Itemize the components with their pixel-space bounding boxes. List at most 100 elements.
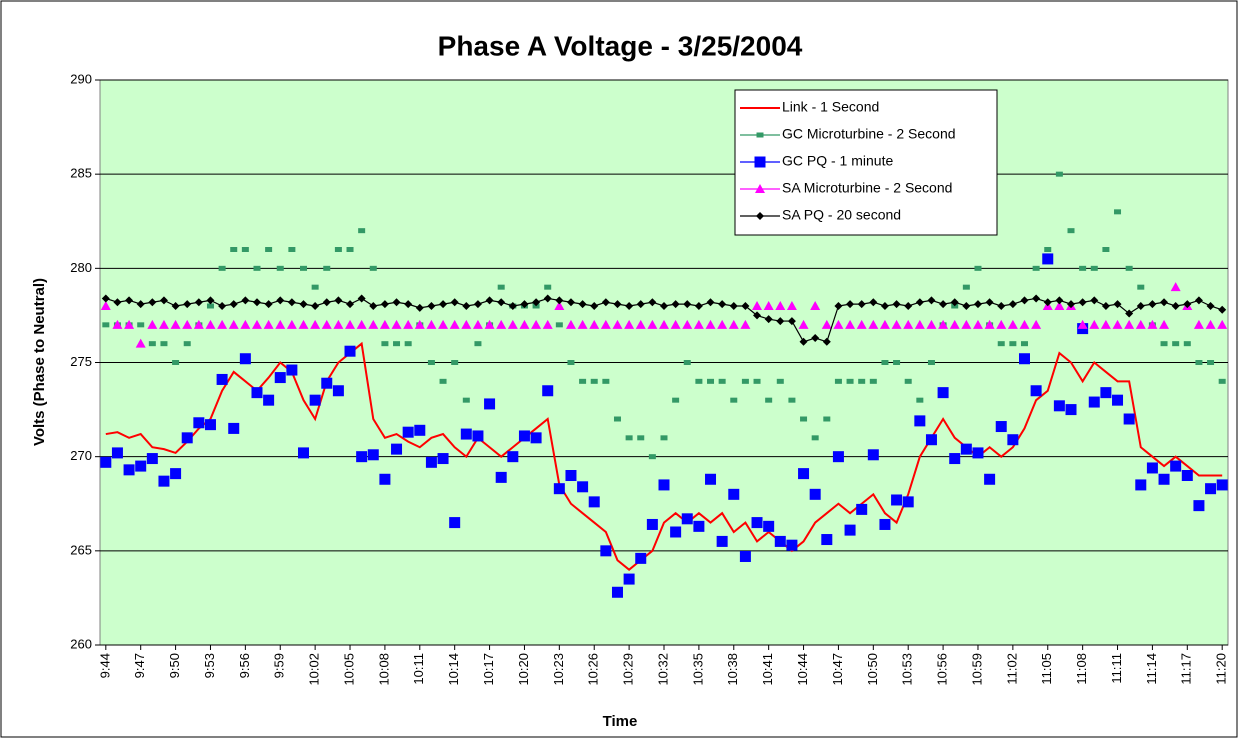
marker: [1136, 302, 1145, 310]
marker: [1089, 319, 1100, 329]
marker: [612, 319, 623, 329]
marker: [102, 322, 110, 328]
marker: [520, 300, 529, 309]
marker: [1194, 296, 1203, 305]
marker: [707, 378, 715, 384]
marker: [891, 319, 902, 329]
marker: [681, 513, 693, 525]
marker: [856, 503, 868, 515]
marker: [531, 319, 542, 329]
marker: [984, 319, 995, 329]
x-tick-label: 10:26: [586, 653, 601, 686]
marker: [670, 526, 682, 538]
marker: [1102, 247, 1110, 252]
x-tick-label: 11:20: [1214, 653, 1229, 685]
marker: [776, 378, 784, 384]
marker: [577, 481, 589, 493]
marker: [1148, 300, 1157, 309]
marker: [532, 298, 541, 307]
marker: [869, 378, 877, 384]
legend-label: Link - 1 Second: [782, 99, 879, 115]
marker: [740, 319, 751, 329]
marker: [753, 378, 761, 384]
marker: [101, 294, 110, 303]
x-tick-label: 10:41: [760, 653, 775, 686]
marker: [518, 430, 530, 442]
marker: [1042, 253, 1054, 265]
x-tick-label: 9:56: [237, 653, 252, 678]
marker: [310, 319, 321, 329]
marker: [590, 302, 599, 310]
marker: [765, 397, 773, 403]
marker: [111, 447, 123, 459]
marker: [984, 473, 996, 485]
marker: [519, 319, 530, 329]
marker: [996, 319, 1007, 329]
legend-label: SA PQ - 20 second: [782, 207, 901, 223]
marker: [309, 394, 321, 406]
marker: [636, 300, 645, 309]
marker: [543, 294, 552, 303]
marker: [555, 322, 563, 328]
marker: [716, 535, 728, 547]
marker: [774, 535, 786, 547]
marker: [555, 296, 564, 305]
marker: [776, 317, 785, 326]
marker: [508, 302, 517, 310]
marker: [460, 428, 472, 440]
marker: [495, 471, 507, 483]
y-tick-label: 260: [70, 636, 92, 651]
chart-title: Phase A Voltage - 3/25/2004: [438, 30, 803, 61]
marker: [1183, 300, 1192, 309]
marker: [183, 341, 191, 347]
marker: [346, 300, 355, 309]
x-tick-label: 9:53: [202, 653, 217, 678]
marker: [1077, 319, 1088, 329]
marker: [449, 517, 461, 529]
marker: [995, 421, 1007, 433]
marker: [1078, 298, 1087, 307]
marker: [705, 473, 717, 485]
marker: [893, 360, 901, 365]
x-tick-label: 10:29: [621, 653, 636, 686]
marker: [300, 265, 308, 271]
marker: [904, 302, 913, 310]
marker: [404, 341, 412, 347]
x-tick-label: 10:47: [830, 653, 845, 686]
marker: [856, 319, 867, 329]
marker: [972, 447, 984, 459]
y-tick-label: 285: [70, 166, 92, 181]
marker: [565, 470, 577, 481]
marker: [345, 319, 356, 329]
marker: [624, 319, 635, 329]
marker: [438, 319, 449, 329]
marker: [635, 552, 647, 564]
marker: [1031, 319, 1042, 329]
marker: [206, 303, 214, 309]
marker: [542, 319, 553, 329]
marker: [1101, 302, 1110, 310]
marker: [229, 300, 238, 309]
marker: [414, 424, 426, 436]
x-tick-label: 10:32: [655, 653, 670, 686]
marker: [206, 296, 215, 305]
marker: [1112, 394, 1124, 406]
marker: [1018, 353, 1030, 365]
marker: [263, 319, 274, 329]
marker: [613, 300, 622, 309]
marker: [1158, 473, 1170, 485]
marker: [358, 228, 366, 234]
marker: [485, 296, 494, 305]
marker: [846, 300, 855, 309]
legend-label: SA Microturbine - 2 Second: [782, 180, 952, 196]
marker: [625, 435, 633, 441]
marker: [938, 319, 949, 329]
marker: [1217, 319, 1228, 329]
marker: [1171, 302, 1180, 310]
marker: [914, 319, 925, 329]
marker: [170, 319, 181, 329]
marker: [287, 298, 296, 307]
marker: [693, 319, 704, 329]
marker: [228, 319, 239, 329]
